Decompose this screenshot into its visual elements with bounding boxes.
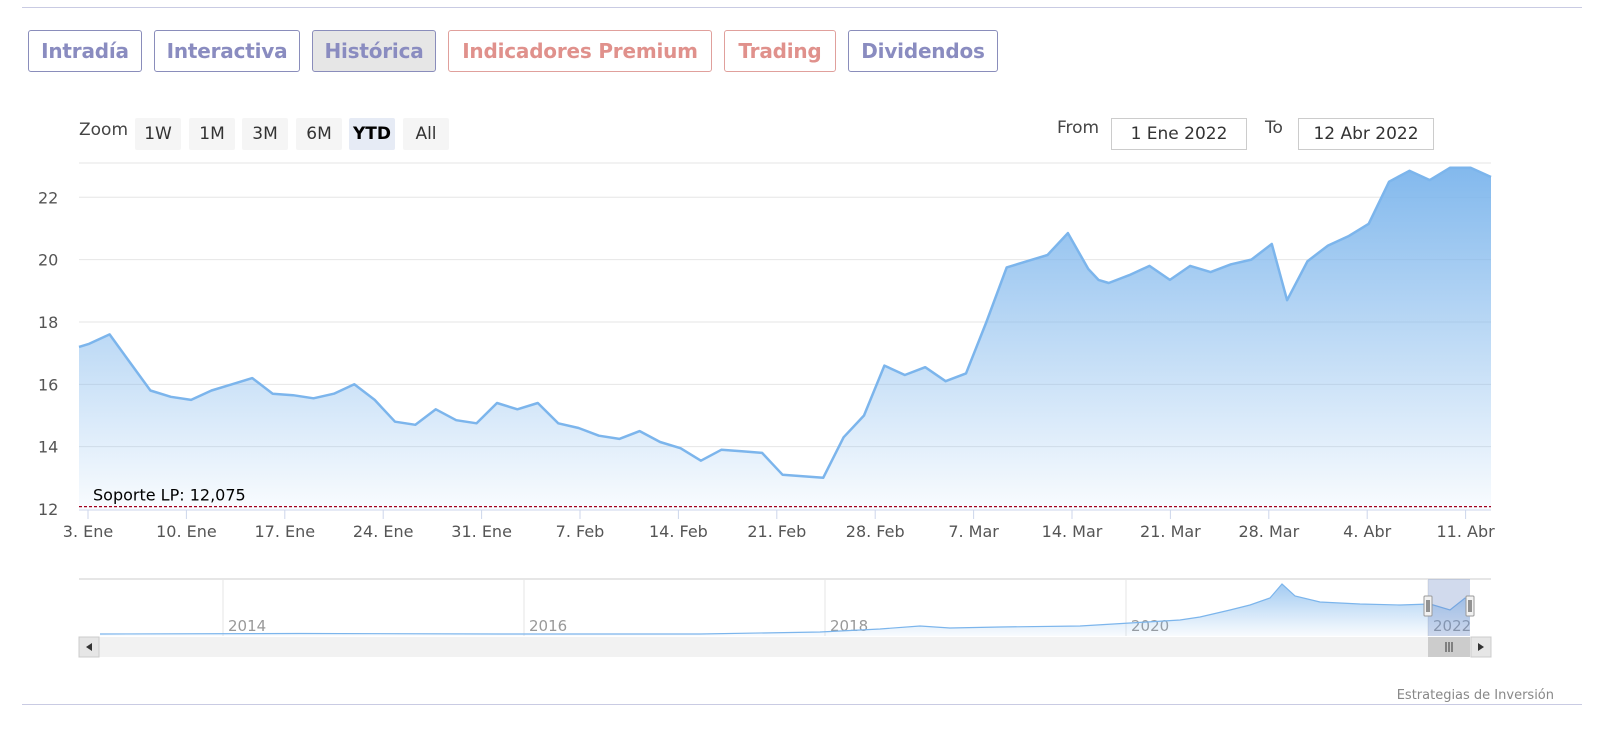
navigator-handle-left[interactable]	[1423, 595, 1433, 617]
x-tick-label: 28. Mar	[1238, 522, 1299, 541]
x-tick-label: 14. Feb	[649, 522, 708, 541]
price-line	[78, 166, 1492, 480]
scroll-left-arrow-icon	[86, 643, 92, 651]
x-tick-label: 11. Abr	[1436, 522, 1495, 541]
navigator-selection[interactable]	[1428, 579, 1470, 636]
y-tick-label: 22	[38, 188, 58, 207]
x-tick-label: 10. Ene	[156, 522, 217, 541]
from-date-input[interactable]: 1 Ene 2022	[1111, 118, 1247, 150]
tab-hist-rica[interactable]: Histórica	[312, 30, 436, 72]
navigator-year-label: 2014	[228, 617, 266, 635]
zoom-button-ytd[interactable]: YTD	[349, 118, 395, 150]
x-tick-label: 21. Feb	[747, 522, 806, 541]
credit-text: Estrategias de Inversión	[1396, 688, 1554, 703]
tab-indicadores-premium[interactable]: Indicadores Premium	[448, 30, 712, 72]
x-axis: 3. Ene 10. Ene 17. Ene 24. Ene 31. Ene 7. Feb…	[63, 509, 1495, 541]
x-tick-label: 14. Mar	[1042, 522, 1103, 541]
from-label: From	[1057, 118, 1100, 138]
tab-interactiva[interactable]: Interactiva	[154, 30, 300, 72]
x-tick-label: 7. Mar	[948, 522, 999, 541]
y-axis: 12 14 16 18 20 22	[38, 188, 58, 519]
x-tick-label: 7. Feb	[556, 522, 605, 541]
zoom-button-6m[interactable]: 6M	[296, 118, 342, 150]
navigator: 20142016201820202022	[78, 578, 1492, 658]
y-tick-label: 14	[38, 438, 58, 457]
x-tick-label: 4. Abr	[1343, 522, 1391, 541]
x-tick-label: 24. Ene	[353, 522, 414, 541]
navigator-year-label: 2016	[529, 617, 567, 635]
support-label: Soporte LP: 12,075	[93, 486, 246, 505]
x-tick-label: 28. Feb	[846, 522, 905, 541]
x-tick-label: 17. Ene	[254, 522, 315, 541]
x-tick-label: 31. Ene	[451, 522, 512, 541]
y-tick-label: 18	[38, 313, 58, 332]
y-tick-label: 16	[38, 375, 58, 394]
bottom-divider	[22, 704, 1582, 705]
zoom-button-1m[interactable]: 1M	[189, 118, 235, 150]
zoom-button-3m[interactable]: 3M	[242, 118, 288, 150]
plot-area: Soporte LP: 12,075	[78, 166, 1492, 509]
tab-trading[interactable]: Trading	[724, 30, 836, 72]
tab-dividendos[interactable]: Dividendos	[848, 30, 998, 72]
navigator-handle-right[interactable]	[1465, 595, 1475, 617]
scrollbar-track[interactable]	[79, 637, 1491, 657]
x-tick-label: 21. Mar	[1140, 522, 1201, 541]
zoom-button-all[interactable]: All	[403, 118, 449, 150]
y-tick-label: 20	[38, 251, 58, 270]
to-date-input[interactable]: 12 Abr 2022	[1298, 118, 1434, 150]
zoom-label: Zoom	[79, 120, 129, 140]
scroll-right-arrow-icon	[1478, 643, 1484, 651]
tab-intrad-a[interactable]: Intradía	[28, 30, 142, 72]
price-area	[79, 167, 1491, 509]
top-divider	[22, 7, 1582, 8]
navigator-line	[99, 583, 1471, 635]
x-tick-label: 3. Ene	[63, 522, 113, 541]
zoom-button-1w[interactable]: 1W	[135, 118, 181, 150]
y-tick-label: 12	[38, 500, 58, 519]
navigator-area	[100, 584, 1470, 636]
to-label: To	[1265, 118, 1283, 138]
